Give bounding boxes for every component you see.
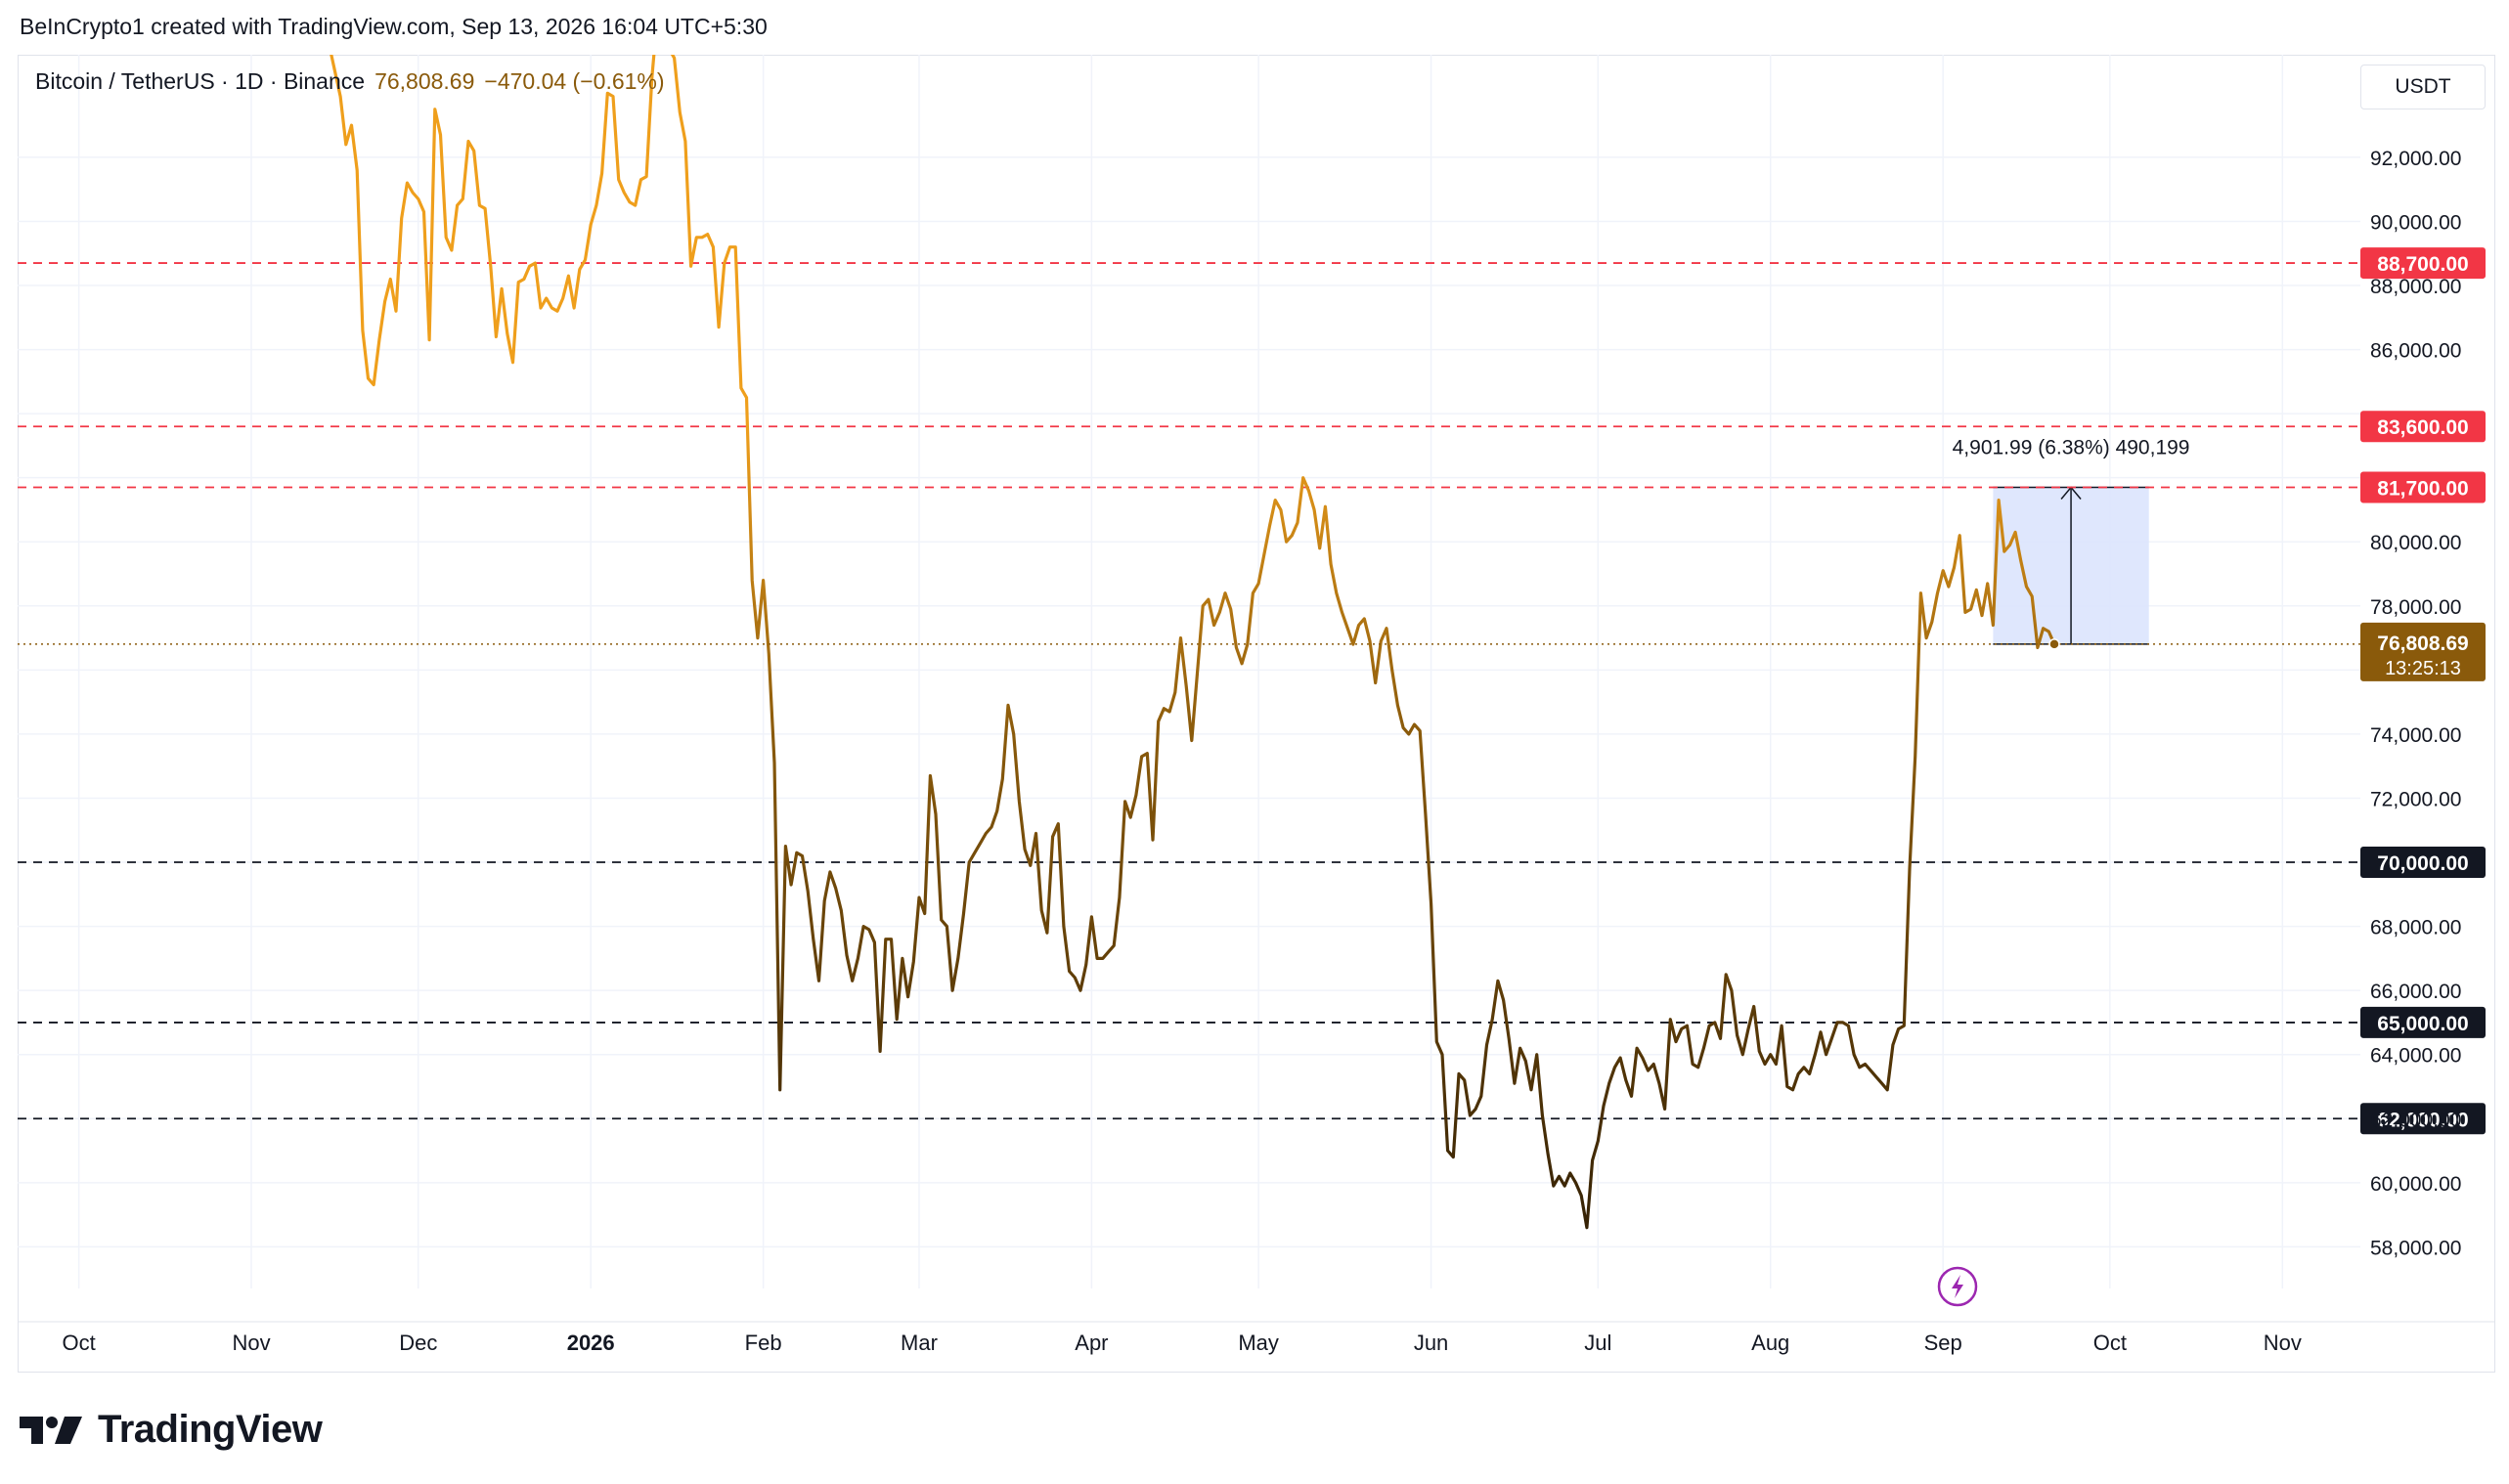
y-tick-label: 78,000.00 [2370,596,2461,619]
current-price-tag [2360,622,2486,681]
y-tick-label: 64,000.00 [2370,1045,2461,1068]
grid [18,55,2360,1288]
x-tick-label: Jun [1414,1331,1448,1355]
y-tick-label: 62,000.00 [2370,1109,2461,1131]
x-tick-label: Oct [62,1331,95,1355]
tradingview-wordmark: TradingView [98,1408,323,1451]
price-line [330,55,2056,1230]
y-tick-label: 80,000.00 [2370,532,2461,554]
price-change: −470.04 (−0.61%) [484,68,665,94]
x-tick-label: Dec [399,1331,437,1355]
level-price-label: 81,700.00 [2377,478,2468,501]
level-price-label: 88,700.00 [2377,253,2468,276]
horizontal-levels: 88,700.00 83,600.00 81,700.00 70,000.00 65,0… [18,247,2486,1135]
level-price-label: 62,000.00 [2377,1109,2468,1131]
x-tick-label: Apr [1075,1331,1108,1355]
markers: 76,808.69 13:25:13 [18,622,2486,1307]
level-price-tag [2360,471,2486,503]
lightning-glyph [1952,1275,1963,1298]
y-tick-label: 86,000.00 [2370,340,2461,363]
level-price-tag [2360,847,2486,879]
last-price-dot [2048,638,2060,650]
bar-countdown-label: 13:25:13 [2385,658,2461,679]
current-price-label: 76,808.69 [2377,633,2468,655]
x-tick-label: 2026 [567,1331,615,1355]
level-price-tag [2360,411,2486,443]
level-price-label: 65,000.00 [2377,1013,2468,1035]
price-range-tool: 4,901.99 (6.38%) 490,199 [1953,437,2190,645]
axes: 58,000.00 60,000.00 62,000.00 64,000.00 66,0… [18,148,2495,1355]
x-tick-label: Aug [1751,1331,1789,1355]
event-lightning-icon[interactable] [1937,1266,1978,1307]
symbol-legend: Bitcoin / TetherUS · 1D · Binance 76,808.… [35,68,665,95]
y-tick-label: 90,000.00 [2370,211,2461,234]
x-tick-label: Nov [232,1331,270,1355]
y-tick-label: 58,000.00 [2370,1237,2461,1259]
y-tick-label: 68,000.00 [2370,917,2461,939]
y-tick-label: 88,000.00 [2370,276,2461,298]
last-price-legend: 76,808.69 [374,68,475,94]
x-tick-label: Mar [901,1331,938,1355]
x-tick-label: Nov [2264,1331,2302,1355]
x-tick-label: Feb [745,1331,782,1355]
y-tick-label: 74,000.00 [2370,724,2461,747]
y-tick-label: 92,000.00 [2370,148,2461,170]
level-price-tag [2360,247,2486,280]
currency-selector[interactable]: USDT [2360,65,2486,109]
x-tick-label: Sep [1924,1331,1962,1355]
chart-attribution: BeInCrypto1 created with TradingView.com… [20,14,768,39]
y-tick-label: 66,000.00 [2370,981,2461,1003]
y-tick-label: 60,000.00 [2370,1173,2461,1196]
level-price-label: 70,000.00 [2377,852,2468,875]
x-tick-label: Oct [2093,1331,2127,1355]
tradingview-logo-icon [20,1416,82,1444]
chart-frame [18,55,2495,1373]
y-tick-label: 72,000.00 [2370,788,2461,810]
price-range-label: 4,901.99 (6.38%) 490,199 [1953,437,2190,459]
symbol-title: Bitcoin / TetherUS · 1D · Binance [35,68,366,94]
x-tick-label: May [1238,1331,1279,1355]
level-price-tag [2360,1103,2486,1135]
btc-price-series [330,55,2056,1230]
level-price-label: 83,600.00 [2377,416,2468,439]
level-price-tag [2360,1006,2486,1038]
tradingview-logo[interactable]: TradingView [20,1408,323,1452]
x-tick-label: Jul [1584,1331,1611,1355]
